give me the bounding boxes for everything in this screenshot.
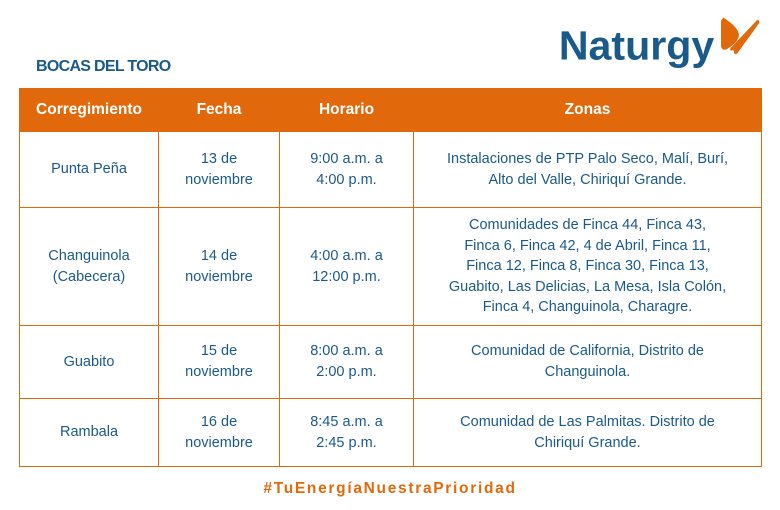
svg-text:Naturgy: Naturgy	[559, 23, 715, 69]
